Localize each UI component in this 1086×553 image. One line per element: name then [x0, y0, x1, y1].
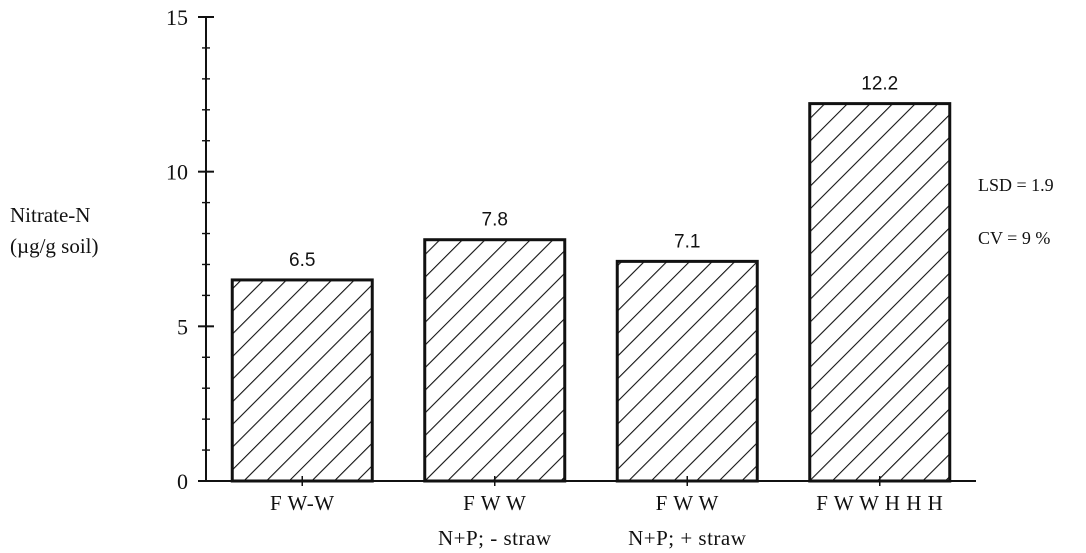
statistics-annotations: LSD = 1.9 CV = 9 % [978, 175, 1054, 248]
category-label-line-1: F W W H H H [816, 491, 943, 515]
y-axis-label-line-2: (µg/g soil) [10, 234, 99, 258]
bar-value-label: 6.5 [289, 250, 315, 271]
y-axis-label-line-1: Nitrate-N [10, 203, 90, 227]
y-tick-label: 0 [177, 469, 188, 494]
bar [423, 238, 567, 483]
cv-annotation: CV = 9 % [978, 228, 1050, 248]
bars-layer [230, 102, 952, 483]
bar [808, 102, 952, 483]
y-tick-label: 10 [166, 160, 188, 185]
category-label-line-2: N+P; - straw [438, 526, 552, 550]
category-label-line-1: F W-W [270, 491, 335, 515]
category-label-line-1: F W W [656, 491, 719, 515]
lsd-annotation: LSD = 1.9 [978, 175, 1054, 195]
bar-value-label: 12.2 [861, 74, 898, 95]
bar [615, 259, 759, 483]
bar [230, 278, 374, 483]
category-label-line-2: N+P; + straw [628, 526, 747, 550]
y-axis-label: Nitrate-N (µg/g soil) [10, 203, 99, 258]
bar-value-label: 7.8 [482, 210, 508, 231]
y-tick-label: 5 [177, 314, 188, 339]
labels-layer: 0 5 10 15 6.5 F W-W 7.8 F W W N+P; - straw 7.1 F W… [166, 5, 943, 550]
y-tick-label: 15 [166, 5, 188, 30]
bar-value-label: 7.1 [674, 231, 700, 252]
category-label-line-1: F W W [463, 491, 526, 515]
